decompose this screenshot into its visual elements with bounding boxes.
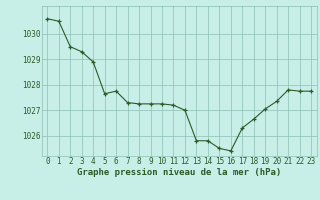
X-axis label: Graphe pression niveau de la mer (hPa): Graphe pression niveau de la mer (hPa) (77, 168, 281, 177)
